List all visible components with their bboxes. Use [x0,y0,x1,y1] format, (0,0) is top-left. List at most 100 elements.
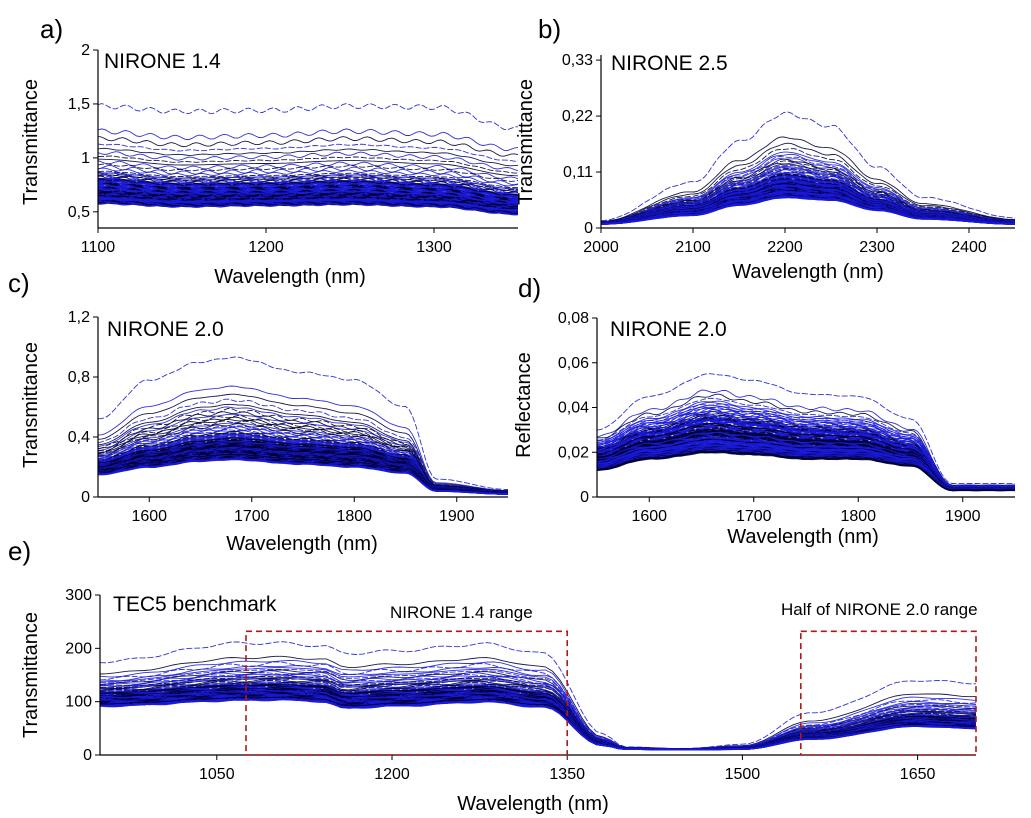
panel-b-ytick-label: 0 [584,220,593,237]
panel-a-spectra [98,103,518,216]
panel-b-spectrum-line [601,196,1015,225]
panel-e-xtick-label: 1050 [199,766,235,783]
panel-b-spectrum-line [601,163,1015,223]
panel-e-ytick-label: 200 [65,640,92,657]
annotation-nirone-14-range: NIRONE 1.4 range [390,603,533,622]
panel-b-xtick-label: 2000 [583,239,619,256]
panel-c-spectrum-line [98,398,508,492]
panel-a-plot: 1100 1200 1300 0,5 1 1,5 2 [68,42,518,256]
panel-d-ytick-label: 0 [580,489,589,506]
panel-d-ylabel: Reflectance [513,352,535,458]
panel-b-label: b) [538,14,561,44]
panel-e-ytick-label: 300 [65,587,92,604]
panel-a-spectrum-line [98,201,518,216]
panel-a-spectrum-line [98,180,518,200]
panel-c-xlabel: Wavelength (nm) [226,533,378,555]
panel-b-spectrum-line [601,151,1015,223]
annotation-half-nirone-20-range: Half of NIRONE 2.0 range [781,600,978,619]
panel-a-spectrum-line [98,158,518,177]
panel-a-label: a) [40,14,63,44]
panel-a-spectrum-line [98,135,518,157]
panel-d-xtick-label: 1600 [631,508,667,525]
panel-b-title: NIRONE 2.5 [611,52,728,75]
panel-b-ylabel: Transmittance [515,79,537,205]
panel-e-xtick-label: 1200 [374,766,410,783]
panel-a-ytick-label: 1 [81,150,90,167]
panel-d-ytick-label: 0,04 [558,400,589,417]
panel-d-xlabel: Wavelength (nm) [727,526,879,548]
panel-a-ytick-label: 2 [81,42,90,59]
panel-e-xtick-label: 1500 [725,766,761,783]
panel-e-xlabel: Wavelength (nm) [457,793,609,815]
panel-e-title: TEC5 benchmark [113,593,277,616]
panel-d-ytick-label: 0,06 [558,355,589,372]
panel-a-spectrum-line [98,163,518,182]
panel-e-spectrum-line [100,641,976,750]
panel-b-ytick-label: 0,22 [562,108,593,125]
panel-a-spectrum-line [98,151,518,172]
panel-a-spectrum-line [98,167,518,187]
panel-b-ytick-label: 0,33 [562,52,593,69]
panel-a-spectrum-line [98,128,518,151]
panel-a-ytick-label: 1,5 [68,96,90,113]
panel-a-spectrum-line [98,165,518,186]
panel-e-range-box-1 [245,630,569,756]
panel-e-label: e) [8,536,31,566]
panel-b-spectrum-line [601,111,1015,221]
panel-e-xtick-label: 1350 [549,766,585,783]
panel-c-plot: 1600 1700 1800 1900 0 0,4 0,8 1,2 [68,309,508,525]
panel-b-xlabel: Wavelength (nm) [732,261,884,283]
panel-c-xtick-label: 1600 [131,508,167,525]
panel-d-spectrum-line [597,373,1015,485]
panel-a-spectrum-line [98,175,518,193]
panel-d-label: d) [518,273,541,303]
panel-b-xtick-label: 2300 [859,239,895,256]
panel-e-xtick-label: 1650 [900,766,936,783]
panel-e-ylabel: Transmittance [20,612,42,738]
panel-a-ytick-label: 0,5 [68,204,90,221]
panel-c-spectrum-line [98,458,508,495]
panel-b-spectrum-line [601,164,1015,223]
panel-d-xtick-label: 1800 [840,508,876,525]
panel-b-spectrum-line [601,142,1015,223]
panel-b-xtick-label: 2400 [951,239,987,256]
panel-a-xtick-label: 1100 [81,239,116,256]
panel-d-ytick-label: 0,08 [558,310,589,327]
panel-d-plot: 1600 1700 1800 1900 0 0,02 0,04 0,06 0,08 [558,310,1015,525]
panel-c-xtick-label: 1900 [439,508,475,525]
panel-a-spectrum-line [98,143,518,163]
panel-e-spectrum-line [100,659,976,750]
panel-d-spectrum-line [597,449,1015,491]
panel-a-spectrum-line [98,155,518,174]
panel-b-plot: 2000 2100 2200 2300 2400 0 0,11 0,22 0,33 [562,52,1015,256]
panel-c-spectrum-line [98,385,508,491]
panel-c-ytick-label: 1,2 [68,309,90,326]
panel-a-spectrum-line [98,170,518,189]
panel-d-title: NIRONE 2.0 [610,318,727,341]
panel-c-xtick-label: 1800 [336,508,372,525]
panel-b-spectrum-line [601,148,1015,223]
panel-e-spectrum-line [100,672,976,750]
panel-d-ytick-label: 0,02 [558,444,589,461]
panel-c-spectrum-line [98,356,508,490]
panel-e-ytick-label: 0 [83,747,92,764]
panel-a-spectrum-line [98,147,518,167]
panel-d-spectrum-line [597,389,1015,486]
panel-b-spectrum-line [601,158,1015,223]
panel-b-xtick-label: 2200 [767,239,803,256]
panel-a-spectrum-line [98,190,518,209]
panel-c-spectrum-line [98,393,508,492]
panel-d-spectrum-line [597,451,1015,492]
panel-a-title: NIRONE 1.4 [104,50,221,73]
panel-c-ytick-label: 0,4 [68,429,90,446]
panel-c-ytick-label: 0 [81,489,90,506]
panel-a-xtick-label: 1200 [248,239,284,256]
panel-a-ylabel: Transmittance [20,79,42,205]
panel-c-spectra [98,356,508,495]
panel-b-xtick-label: 2100 [675,239,711,256]
panel-a-spectrum-line [98,174,518,192]
panel-b-ytick-label: 0,11 [563,164,593,181]
panel-c-ylabel: Transmittance [20,342,42,468]
panel-c-title: NIRONE 2.0 [107,318,224,341]
